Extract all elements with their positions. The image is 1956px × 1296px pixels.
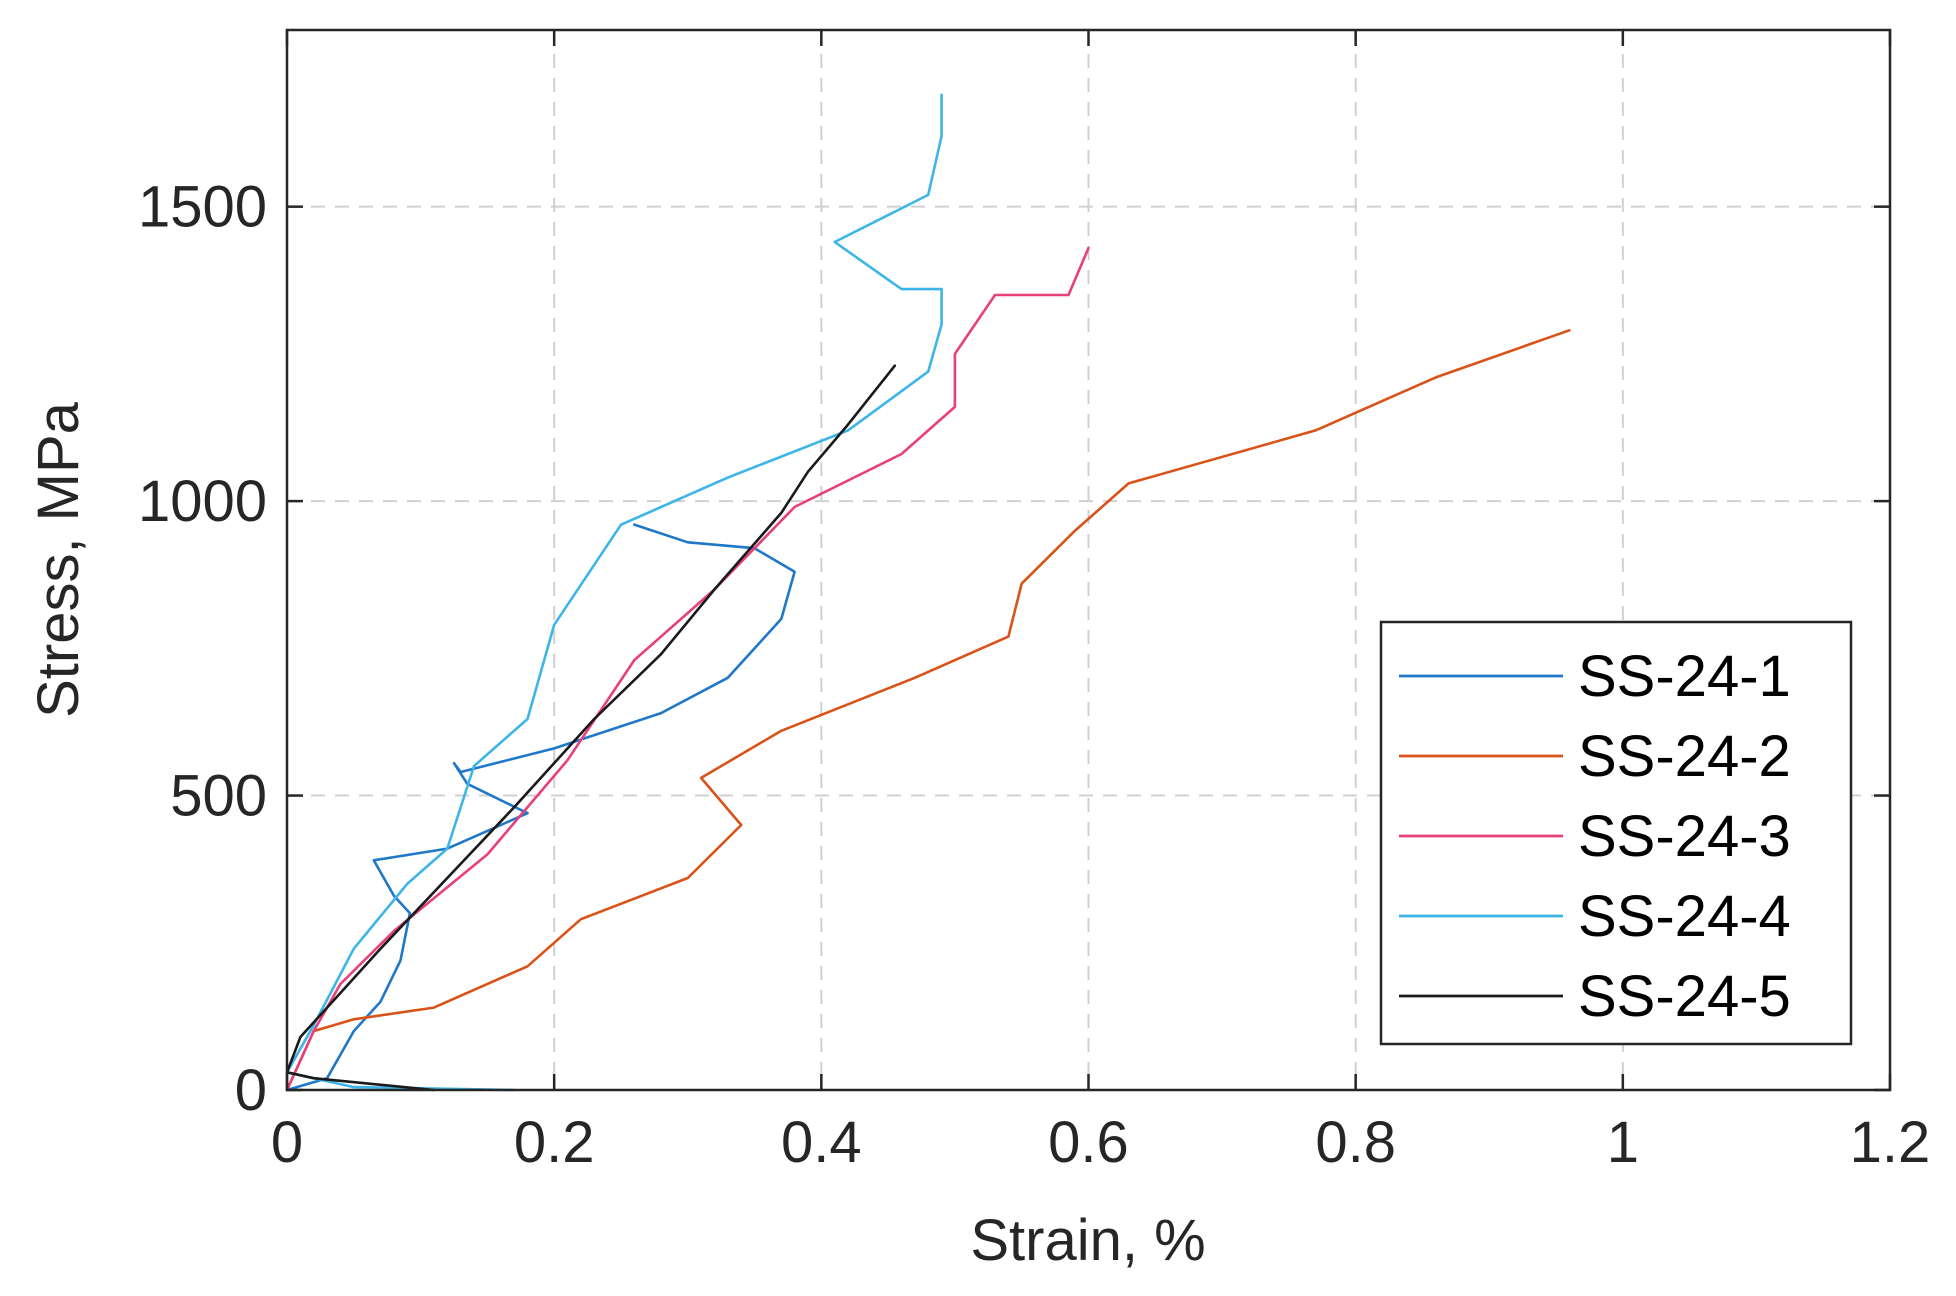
y-tick-label: 0 [235, 1058, 267, 1123]
y-tick-label: 1500 [138, 175, 267, 240]
x-tick-label: 1.2 [1850, 1110, 1931, 1175]
legend-label: SS-24-3 [1578, 804, 1791, 869]
legend-label: SS-24-1 [1578, 644, 1791, 709]
y-tick-labels: 0 500 1000 1500 [138, 175, 267, 1123]
y-tick-label: 500 [170, 764, 267, 829]
x-axis-label: Strain, % [970, 1208, 1205, 1273]
x-tick-label: 0.2 [514, 1110, 595, 1175]
legend-label: SS-24-4 [1578, 884, 1791, 949]
y-tick-label: 1000 [138, 469, 267, 534]
y-gridlines [287, 205, 1890, 797]
legend-label: SS-24-5 [1578, 964, 1791, 1029]
legend-box [1379, 620, 1853, 1046]
axis-ticks [285, 30, 1892, 1092]
legend-label: SS-24-2 [1578, 724, 1791, 789]
x-tick-label: 0 [271, 1110, 303, 1175]
series-line-SS-24-2 [285, 328, 1571, 1092]
y-axis-label: Stress, MPa [26, 401, 91, 718]
x-tick-label: 0.4 [781, 1110, 862, 1175]
x-tick-label: 0.6 [1048, 1110, 1129, 1175]
x-tick-label: 0.8 [1315, 1110, 1396, 1175]
series-line-SS-24-5 [285, 364, 897, 1092]
series-line-SS-24-4 [285, 93, 943, 1092]
x-tick-labels: 0 0.2 0.4 0.6 0.8 1 1.2 [271, 1110, 1930, 1175]
legend-items: SS-24-1 SS-24-2 SS-24-3 SS-24-4 SS-24-5 [1399, 644, 1791, 1029]
series-line-SS-24-1 [285, 523, 796, 1092]
legend: SS-24-1 SS-24-2 SS-24-3 SS-24-4 SS-24-5 [1379, 620, 1853, 1046]
x-tick-label: 1 [1607, 1110, 1639, 1175]
series-lines [285, 93, 1571, 1092]
